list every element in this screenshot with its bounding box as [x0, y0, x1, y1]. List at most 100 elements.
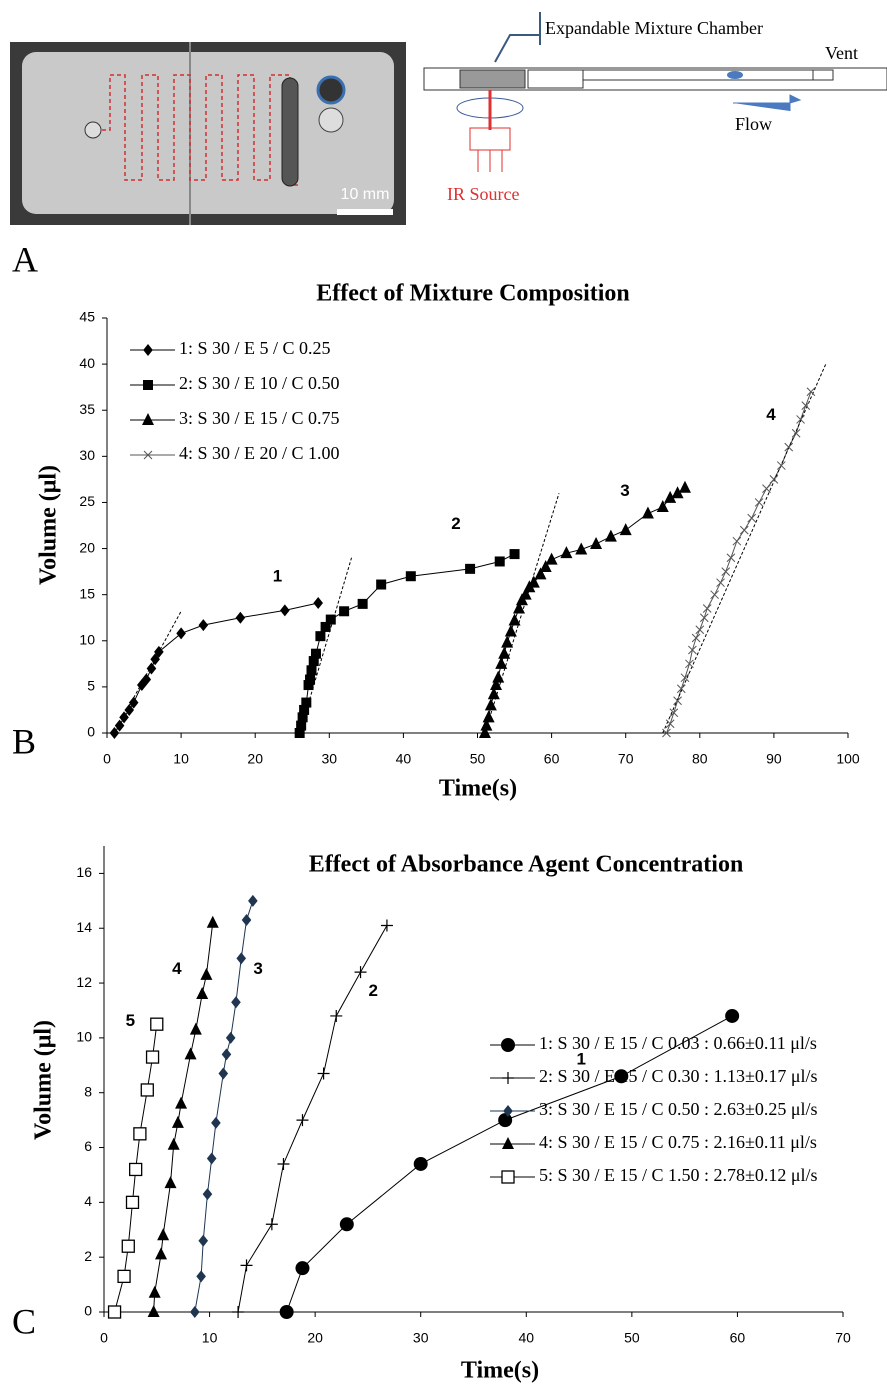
inlet — [84, 121, 102, 139]
legend-label: 3: S 30 / E 15 / C 0.75 — [179, 408, 340, 428]
marker — [310, 648, 321, 659]
channel — [95, 74, 300, 186]
droplet — [727, 71, 743, 79]
marker — [669, 708, 679, 718]
marker — [732, 536, 742, 546]
annotation: 5 — [126, 1011, 135, 1030]
marker — [527, 575, 540, 588]
marker — [117, 1269, 131, 1284]
marker — [196, 1270, 206, 1283]
marker — [143, 380, 153, 390]
annotation: 3 — [620, 481, 629, 500]
marker — [747, 513, 757, 523]
marker — [150, 653, 160, 666]
marker — [157, 1228, 170, 1241]
y-tick-label: 10 — [76, 1029, 92, 1045]
marker — [484, 698, 497, 711]
marker — [248, 894, 258, 907]
y-tick-label: 14 — [76, 919, 92, 935]
marker — [665, 719, 675, 729]
marker — [167, 1137, 180, 1150]
marker — [198, 619, 209, 632]
x-tick-label: 40 — [518, 1330, 534, 1346]
x-axis-label: Time(s) — [461, 1358, 539, 1384]
y-tick-label: 40 — [79, 355, 95, 371]
marker — [320, 621, 331, 632]
annotation: 4 — [172, 959, 182, 978]
marker — [200, 967, 213, 980]
marker — [196, 987, 209, 1000]
marker — [501, 635, 514, 648]
marker — [509, 549, 520, 560]
marker — [604, 529, 617, 542]
chip — [22, 52, 394, 214]
annotation: 3 — [253, 959, 262, 978]
marker — [235, 611, 246, 624]
marker — [769, 475, 779, 484]
marker — [726, 553, 736, 563]
marker — [691, 633, 701, 643]
marker — [664, 490, 677, 503]
y-tick-label: 0 — [84, 1303, 92, 1319]
x-tick-label: 80 — [692, 751, 708, 767]
y-tick-label: 5 — [87, 678, 95, 694]
x-tick-label: 50 — [470, 751, 486, 767]
marker — [154, 645, 164, 658]
marker — [206, 915, 219, 928]
source-label: IR Source — [447, 184, 519, 204]
x-tick-label: 20 — [247, 751, 263, 767]
marker — [109, 727, 120, 739]
marker — [279, 1305, 294, 1319]
marker — [280, 604, 290, 617]
marker — [308, 656, 319, 667]
marker — [806, 387, 816, 397]
marker — [339, 606, 350, 617]
marker — [107, 1305, 122, 1319]
marker — [330, 1009, 343, 1022]
marker — [519, 587, 532, 600]
y-tick-label: 30 — [79, 447, 95, 463]
marker — [534, 567, 547, 580]
y-tick-label: 8 — [84, 1083, 92, 1099]
marker — [142, 413, 154, 425]
marker — [171, 1115, 184, 1128]
marker — [221, 1048, 232, 1061]
marker — [492, 670, 505, 683]
marker — [306, 665, 317, 676]
marker — [175, 1096, 188, 1109]
marker — [678, 480, 691, 493]
flow-arrow — [733, 94, 802, 111]
marker — [405, 571, 416, 582]
y-tick-label: 10 — [79, 631, 95, 647]
panel-label: B — [12, 721, 36, 761]
legend-label: 5: S 30 / E 15 / C 1.50 : 2.78±0.12 μl/s — [539, 1165, 818, 1185]
legend-label: 2: S 30 / E 15 / C 0.30 : 1.13±0.17 μl/s — [539, 1066, 818, 1086]
schematic — [423, 12, 887, 172]
y-axis-label: Volume (μl) — [36, 465, 62, 585]
chart-title: Effect of Absorbance Agent Concentration — [309, 852, 744, 878]
panel-label: C — [12, 1301, 36, 1341]
marker — [498, 1113, 513, 1128]
legend-label: 1: S 30 / E 5 / C 0.25 — [179, 338, 331, 358]
marker — [141, 673, 152, 686]
marker — [184, 1047, 197, 1060]
marker — [590, 536, 603, 549]
fit-line — [662, 363, 827, 734]
series-line — [665, 391, 812, 734]
x-tick-label: 30 — [322, 751, 338, 767]
marker — [198, 1234, 209, 1247]
x-tick-label: 70 — [618, 751, 634, 767]
y-tick-label: 6 — [84, 1138, 92, 1154]
marker — [211, 1116, 221, 1129]
marker — [380, 919, 393, 932]
marker — [125, 1195, 140, 1210]
marker — [619, 523, 632, 536]
marker — [539, 560, 552, 572]
x-tick-label: 50 — [624, 1330, 640, 1346]
marker — [702, 604, 712, 613]
marker — [716, 578, 725, 588]
marker — [155, 1247, 168, 1260]
marker — [754, 498, 764, 507]
marker — [295, 1261, 310, 1276]
